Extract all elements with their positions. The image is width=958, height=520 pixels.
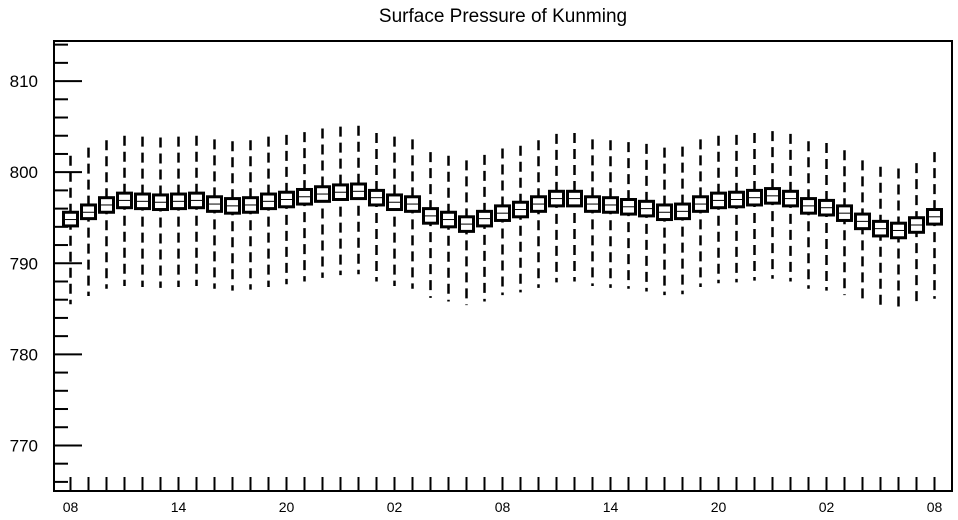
box-mark [152,137,169,288]
box-mark [188,135,205,287]
x-tick-label: 08 [927,499,943,515]
y-tick-label: 780 [10,345,38,364]
box-mark [548,133,565,283]
x-tick-label: 02 [387,499,403,515]
box-mark [296,132,313,282]
box-mark [728,134,745,283]
box-mark [242,140,259,290]
box-mark [656,147,673,296]
box-mark [116,135,133,287]
x-tick-label: 02 [819,499,835,515]
y-tick-label: 800 [10,163,38,182]
axes-group: 770 780 790 800 810 08 14 20 02 08 14 20 02 08 [10,43,943,515]
box-mark [224,141,241,291]
box-mark [440,155,457,302]
box-mark [602,140,619,288]
box-mark [638,143,655,292]
box-mark [674,146,691,295]
box-mark [404,139,421,289]
box-mark [80,147,97,297]
box-mark [620,142,637,289]
x-tick-label: 20 [279,499,295,515]
box-mark [368,133,385,282]
box-mark [710,135,727,284]
box-mark [530,140,547,288]
box-mark [872,166,889,311]
x-tick-label: 14 [603,499,619,515]
box-mark [206,139,223,289]
box-mark [512,145,529,293]
chart-title: Surface Pressure of Kunming [379,6,627,27]
box-mark [566,133,583,282]
box-mark [926,152,943,299]
box-mark [278,134,295,285]
x-tick-label: 08 [63,499,79,515]
box-mark [782,133,799,282]
box-mark [854,160,871,304]
box-mark [908,163,925,307]
box-mark [836,150,853,296]
box-mark [764,131,781,279]
box-mark [62,155,79,305]
box-mark [584,139,601,287]
y-tick-label: 790 [10,254,38,273]
box-mark [692,139,709,287]
x-tick-label: 08 [495,499,511,515]
box-mark [890,168,907,313]
box-mark [458,160,475,306]
box-mark [422,152,439,298]
box-mark [350,125,367,275]
x-tick-label: 20 [711,499,727,515]
y-tick-label: 810 [10,72,38,91]
box-mark [332,126,349,276]
y-tick-label: 770 [10,436,38,455]
box-mark [746,133,763,281]
box-mark [260,136,277,287]
box-mark [98,140,115,289]
box-mark [386,136,403,287]
x-tick-label: 14 [171,499,187,515]
box-mark [314,128,331,278]
box-mark [170,136,187,287]
box-mark [134,136,151,287]
box-mark [818,143,835,291]
box-mark [494,148,511,296]
box-mark [800,141,817,289]
box-mark [476,154,493,302]
box-series [62,125,943,313]
